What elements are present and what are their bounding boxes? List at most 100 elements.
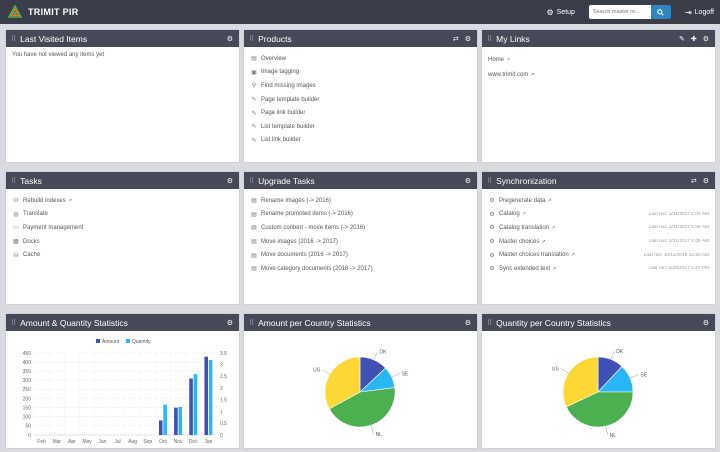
- my-link-trimit[interactable]: www.trimit.com ↗: [488, 72, 535, 79]
- task-cache[interactable]: ⛁ Cache: [13, 252, 41, 259]
- y-left-tick-label: 200: [23, 396, 32, 402]
- wrench-icon: ✎: [251, 110, 257, 117]
- x-tick-label: Mar: [52, 439, 61, 445]
- sync-item-master-choices-translation[interactable]: ⚙ Master choices translation ↗ Last run: 10…: [489, 252, 709, 259]
- y-left-tick-label: 150: [23, 405, 32, 411]
- product-item-list-template-builder[interactable]: ✎ List template builder: [251, 123, 315, 131]
- y-right-tick-label: 2: [220, 386, 223, 392]
- upgrade-task-item[interactable]: ▤ Rename images (-> 2016): [251, 197, 331, 205]
- search-button[interactable]: [650, 5, 671, 19]
- gear-icon: ⚙: [489, 252, 495, 259]
- setup-label: Setup: [556, 8, 575, 16]
- product-item-overview[interactable]: ▤ Overview: [251, 55, 287, 63]
- external-link-icon: ↗: [570, 252, 575, 259]
- drag-handle-icon[interactable]: ⠿: [487, 177, 493, 185]
- synchronization-panel: ⠿ Synchronization ⇄ ⚙ ⚙ Pregenerate data ↗…: [482, 172, 715, 304]
- pie-label: NL: [610, 433, 617, 439]
- y-left-tick-label: 350: [23, 369, 32, 375]
- wrench-icon: ✎: [251, 124, 257, 131]
- drag-handle-icon[interactable]: ⠿: [249, 177, 255, 185]
- task-icon: ▤: [251, 252, 257, 259]
- drag-handle-icon[interactable]: ⠿: [249, 35, 255, 43]
- sync-item-pregenerate[interactable]: ⚙ Pregenerate data ↗: [489, 197, 552, 205]
- product-item-list-link-builder[interactable]: ✎ List link builder: [251, 137, 301, 144]
- x-tick-label: Jun: [98, 439, 106, 445]
- sync-item-catalog-translation[interactable]: ⚙ Catalog translation ↗ Last run: 1/31/2017…: [489, 224, 709, 232]
- settings-icon[interactable]: ⚙: [226, 319, 233, 327]
- y-left-tick-label: 250: [23, 387, 32, 393]
- product-item-page-template-builder[interactable]: ✎ Page template builder: [251, 96, 320, 104]
- settings-icon[interactable]: ⚙: [464, 35, 471, 43]
- product-item-image-tagging[interactable]: ▣ Image tagging: [251, 69, 300, 76]
- task-payment-management[interactable]: ▭ Payment management: [13, 224, 84, 232]
- x-tick-label: Jan: [204, 439, 212, 445]
- pie-label: DK: [379, 350, 387, 356]
- database-icon: ⛁: [13, 252, 19, 259]
- edit-icon[interactable]: ✎: [678, 35, 685, 43]
- pie-slice-nl: [565, 391, 634, 428]
- sync-icon[interactable]: ⇄: [690, 177, 697, 185]
- panel-header: ⠿ Quantity per Country Statistics ⚙: [482, 314, 715, 331]
- amount-bar: [189, 378, 193, 435]
- upgrade-task-item[interactable]: ▤ Move category documents (2016 -> 2017): [251, 265, 373, 273]
- external-link-icon: ↗: [552, 265, 557, 272]
- x-tick-label: Nov: [174, 439, 183, 445]
- panel-header: ⠿ Upgrade Tasks ⚙: [244, 172, 477, 189]
- external-link-icon: ↗: [541, 238, 546, 245]
- logoff-button[interactable]: ⇥ Logoff: [685, 8, 714, 17]
- settings-icon[interactable]: ⚙: [702, 35, 709, 43]
- upgrade-task-item[interactable]: ▤ Move images (2016 -> 2017): [251, 238, 338, 246]
- upgrade-task-item[interactable]: ▤ Custom content - move items (-> 2016): [251, 224, 366, 232]
- settings-icon[interactable]: ⚙: [226, 35, 233, 43]
- settings-icon[interactable]: ⚙: [464, 177, 471, 185]
- wrench-icon: ✎: [251, 97, 257, 104]
- sync-item-catalog[interactable]: ⚙ Catalog ↗ Last run: 1/31/2017 1:04 AM: [489, 211, 709, 218]
- drag-handle-icon[interactable]: ⠿: [11, 35, 17, 43]
- upgrade-task-item[interactable]: ▤ Rename promoted items (-> 2016): [251, 211, 353, 218]
- panel-header: ⠿ Amount per Country Statistics ⚙: [244, 314, 477, 331]
- drag-handle-icon[interactable]: ⠿: [11, 319, 17, 327]
- upgrade-tasks-panel: ⠿ Upgrade Tasks ⚙ ▤ Rename images (-> 201…: [244, 172, 477, 304]
- search-input[interactable]: [588, 5, 651, 19]
- product-item-page-link-builder[interactable]: ✎ Page link builder: [251, 110, 306, 117]
- drag-handle-icon[interactable]: ⠿: [11, 177, 17, 185]
- my-link-home[interactable]: Home ↗: [488, 56, 511, 63]
- settings-icon[interactable]: ⚙: [702, 319, 709, 327]
- y-right-tick-label: 1: [220, 409, 223, 415]
- panel-title: Amount & Quantity Statistics: [20, 317, 128, 328]
- product-item-find-missing-images[interactable]: ⚲ Find missing images: [251, 82, 316, 90]
- gear-icon: ⚙: [546, 7, 554, 17]
- upgrade-task-item[interactable]: ▤ Move documents (2016 -> 2017): [251, 252, 348, 259]
- app-brand[interactable]: TRIMIT PIR: [8, 5, 79, 19]
- amount-bar: [174, 407, 178, 435]
- drag-handle-icon[interactable]: ⠿: [487, 319, 493, 327]
- add-icon[interactable]: ✚: [690, 35, 697, 43]
- external-link-icon: ↗: [547, 197, 552, 204]
- search-icon: [657, 8, 665, 16]
- setup-button[interactable]: ⚙ Setup: [546, 8, 574, 17]
- drag-handle-icon[interactable]: ⠿: [249, 319, 255, 327]
- quantity-country-panel: ⠿ Quantity per Country Statistics ⚙ DK SE…: [482, 314, 715, 448]
- settings-icon[interactable]: ⚙: [464, 319, 471, 327]
- quantity-bar: [178, 406, 183, 435]
- amount-country-panel: ⠿ Amount per Country Statistics ⚙ DK SE NL…: [244, 314, 477, 448]
- task-docks[interactable]: ▦ Docks: [13, 238, 40, 246]
- globe-icon: ◍: [13, 211, 19, 218]
- pie-slice-us: [562, 356, 599, 408]
- y-right-tick-label: 1.5: [220, 398, 227, 404]
- panel-header: ⠿ My Links ✎ ✚ ⚙: [482, 30, 715, 47]
- y-left-tick-label: 300: [23, 378, 32, 384]
- x-tick-label: Oct: [159, 439, 167, 445]
- task-rebuild-indexes[interactable]: ⛁ Rebuild indexes ↗: [13, 197, 72, 205]
- sync-icon[interactable]: ⇄: [452, 35, 459, 43]
- quantity-bar: [208, 360, 213, 435]
- sync-item-master-choices[interactable]: ⚙ Master choices ↗ Last run: 1/31/2017 1:05…: [489, 238, 709, 246]
- pie-leader-line: [370, 425, 374, 434]
- chart-legend: Amount Quantity: [96, 339, 151, 345]
- task-translate[interactable]: ◍ Translate: [13, 211, 48, 218]
- settings-icon[interactable]: ⚙: [226, 177, 233, 185]
- x-tick-label: Dec: [189, 439, 198, 445]
- settings-icon[interactable]: ⚙: [702, 177, 709, 185]
- sync-item-extended-text[interactable]: ⚙ Sync extended text ↗ Last run: 1/26/2017 …: [489, 265, 709, 273]
- drag-handle-icon[interactable]: ⠿: [487, 35, 493, 43]
